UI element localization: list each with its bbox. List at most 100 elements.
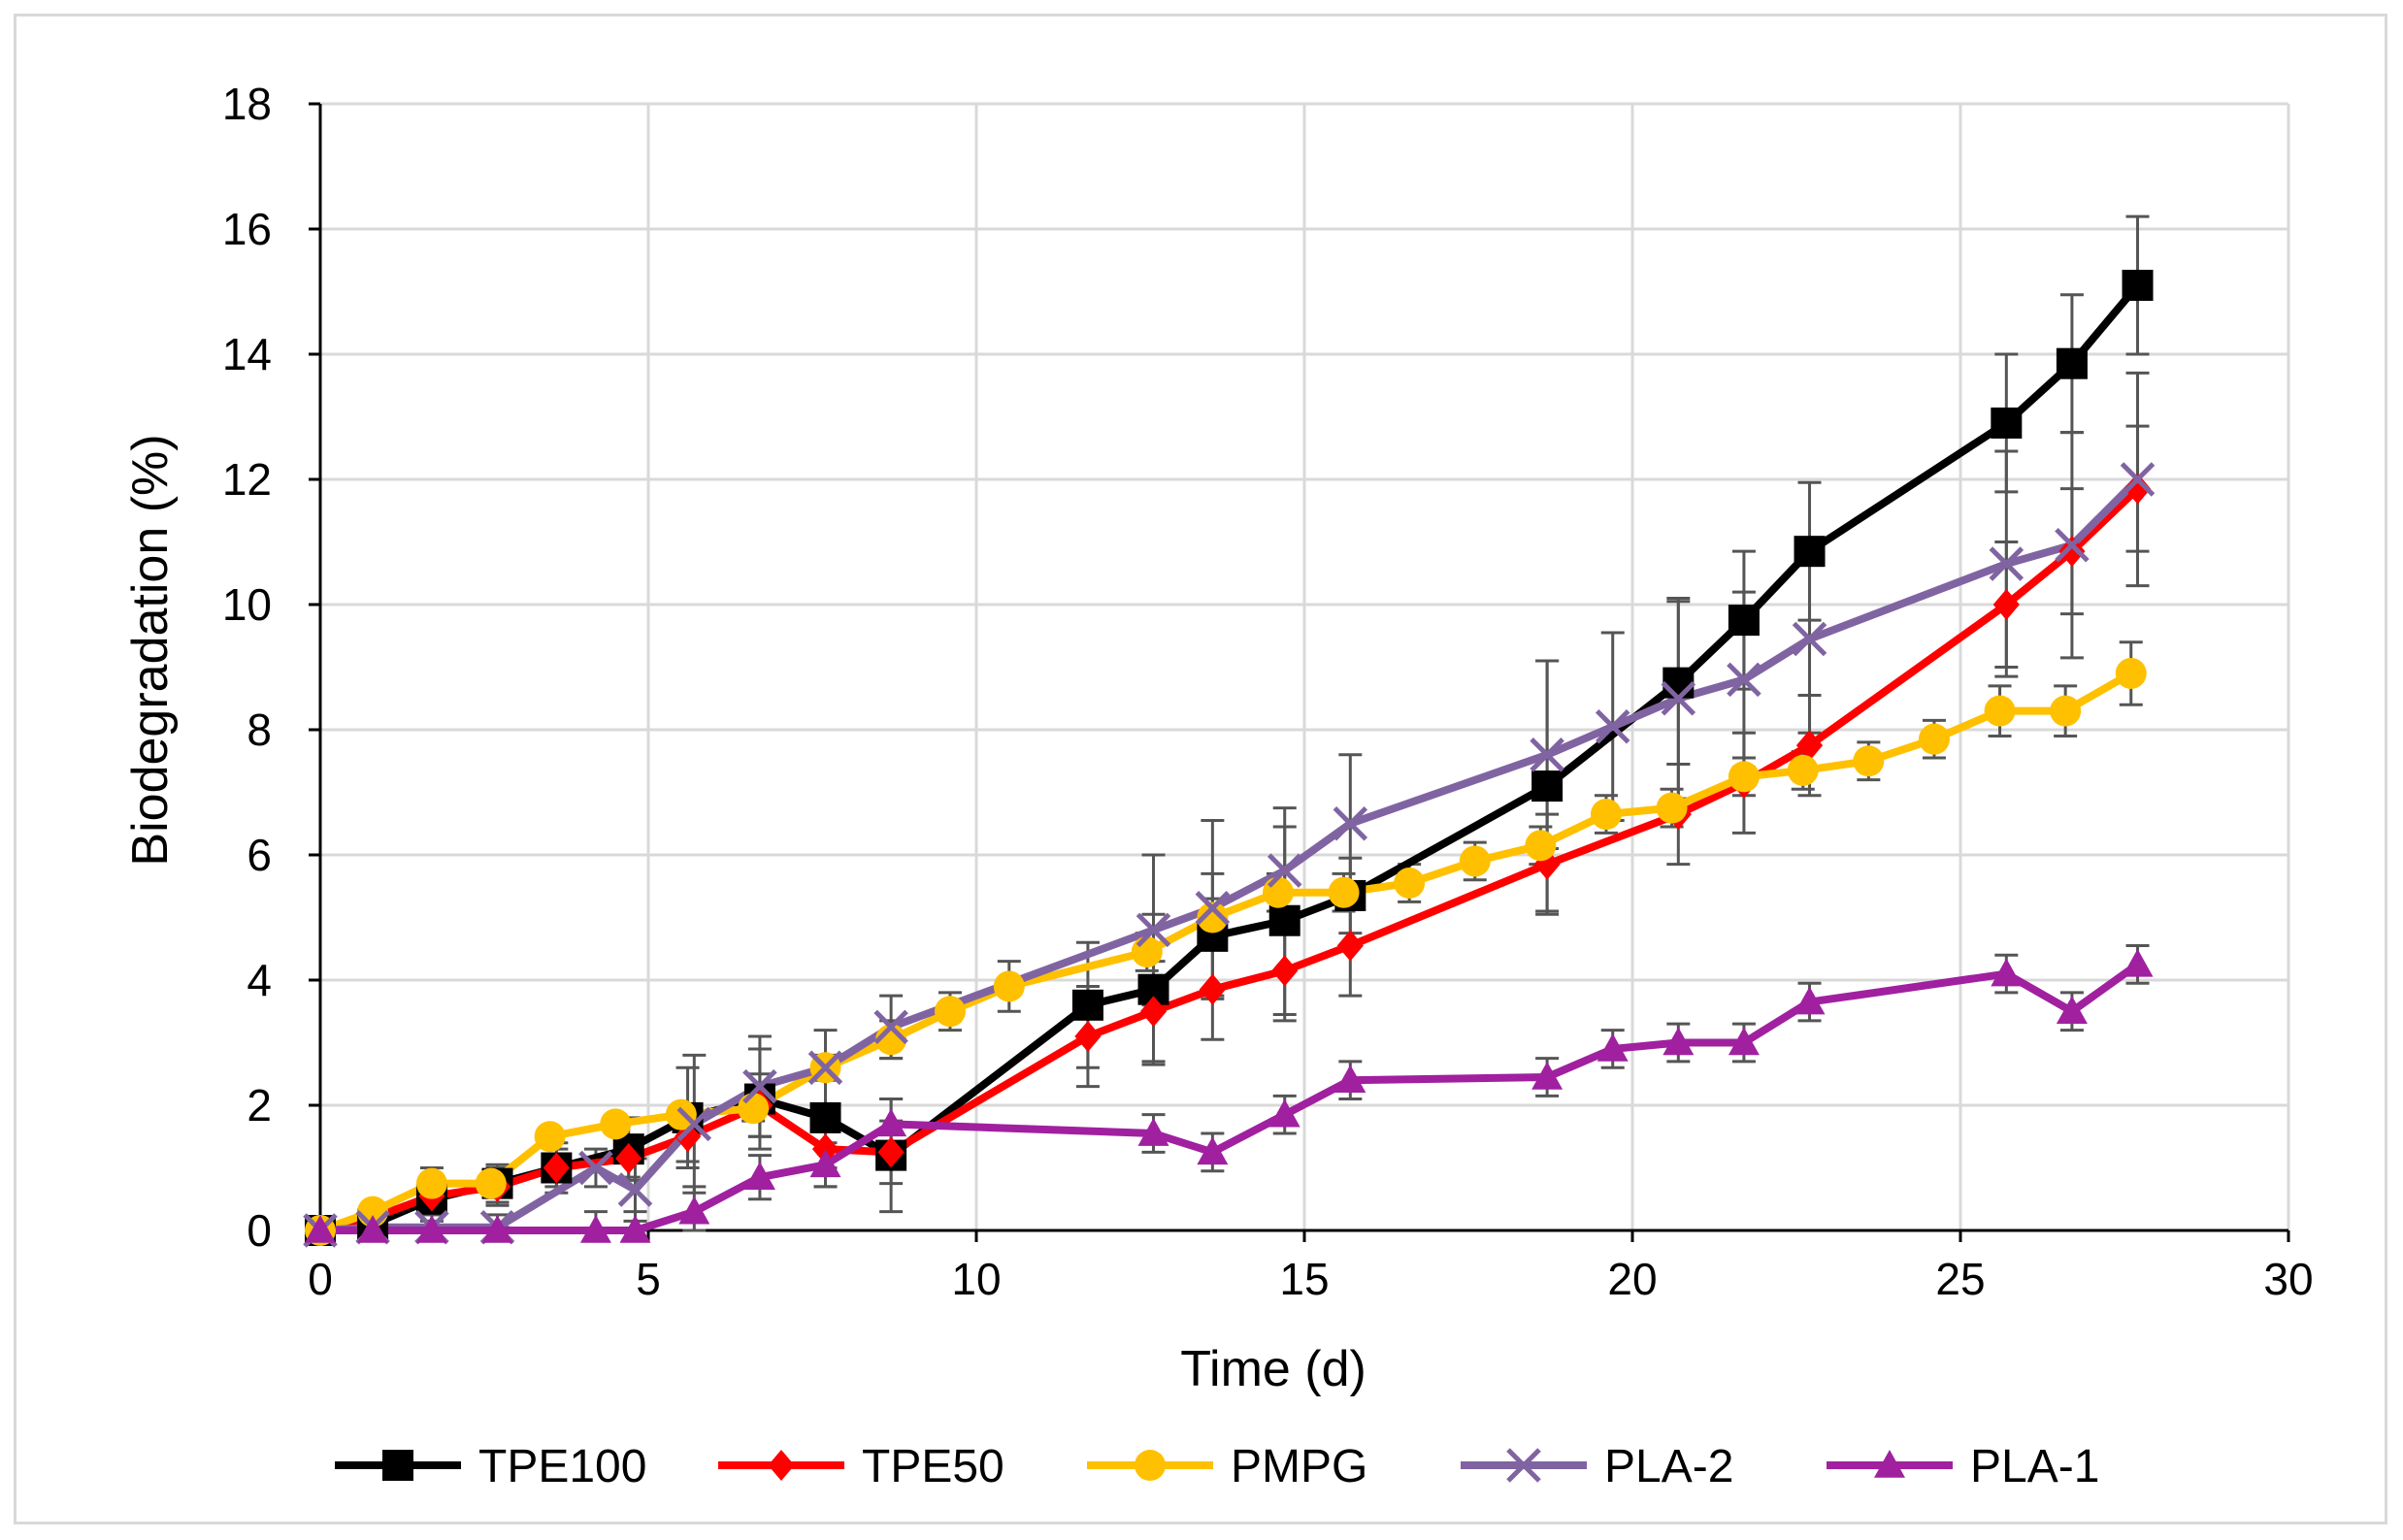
series-line-pla-2	[319, 476, 2141, 1234]
data-point-pla-1	[1728, 1027, 1760, 1056]
legend-item-pmpg: PMPG	[1087, 1441, 1367, 1492]
data-point-pmpg	[600, 1108, 632, 1140]
data-point-pla-2	[1989, 546, 2024, 581]
data-point-tpe100	[1991, 407, 2023, 439]
data-point-tpe50	[1271, 955, 1299, 987]
data-point-pmpg	[993, 970, 1025, 1002]
data-point-tpe50	[2058, 536, 2086, 568]
series-line-pla-1	[320, 961, 2140, 1234]
x-tick-label: 10	[951, 1254, 1001, 1304]
data-point-pla-1	[678, 1196, 710, 1225]
data-point-pla-1	[809, 1149, 841, 1178]
data-point-pla-1	[481, 1215, 513, 1243]
legend-label: PMPG	[1231, 1441, 1367, 1492]
series-lines	[318, 282, 2141, 1234]
data-point-pmpg	[2050, 695, 2082, 727]
x-tick-label: 5	[636, 1254, 661, 1304]
data-point-pmpg	[1728, 761, 1760, 793]
y-tick-label: 12	[222, 454, 272, 505]
y-tick-label: 4	[247, 955, 272, 1005]
y-tick-label: 6	[247, 830, 272, 880]
data-point-pla-2	[873, 1009, 908, 1045]
legend-item-pla-1: PLA-1	[1827, 1441, 2099, 1492]
y-tick-label: 10	[222, 579, 272, 630]
chart-frame	[14, 14, 2387, 1524]
data-point-pla-1	[875, 1108, 907, 1137]
data-point-tpe50	[1074, 1021, 1102, 1053]
data-point-pla-1	[743, 1162, 775, 1190]
data-point-tpe50	[811, 1133, 839, 1165]
data-point-pmpg	[2115, 657, 2147, 689]
data-point-pla-2	[742, 1068, 777, 1104]
data-point-pmpg	[1853, 745, 1885, 777]
data-point-pmpg	[1787, 754, 1819, 786]
data-point-pla-2	[2055, 527, 2090, 563]
y-axis-title: Biodegradation (%)	[122, 434, 179, 866]
y-tick-label: 16	[222, 204, 272, 254]
data-point-pla-2	[1792, 621, 1827, 657]
y-tick-label: 14	[222, 329, 272, 379]
data-point-pla-1	[2056, 996, 2088, 1025]
data-point-tpe100	[1268, 904, 1300, 936]
y-tick-label: 0	[247, 1205, 272, 1256]
data-point-pla-2	[1333, 805, 1368, 841]
gridlines	[320, 102, 2290, 1230]
data-point-pla-1	[1794, 986, 1826, 1015]
data-point-pla-1	[1197, 1136, 1229, 1165]
data-point-pmpg	[1131, 935, 1163, 967]
data-point-pla-2	[676, 1106, 712, 1142]
data-point-pmpg	[1197, 901, 1229, 934]
data-point-pmpg	[475, 1167, 507, 1199]
legend-swatch-marker	[382, 1450, 413, 1481]
data-point-pla-2	[578, 1150, 613, 1186]
data-point-tpe50	[2123, 473, 2152, 505]
data-point-tpe50	[1199, 973, 1226, 1005]
legend-swatch-marker	[1506, 1448, 1541, 1483]
legend: TPE100 TPE50 PMPG PLA-2 PLA-1	[335, 1441, 2099, 1492]
data-point-tpe50	[543, 1152, 570, 1184]
data-point-tpe50	[1795, 730, 1824, 762]
x-tick-label: 30	[2263, 1254, 2313, 1304]
tick-labels: 0 5 10 15 20 25 30 0 2 4 6 8 10 12 14 16 18	[222, 79, 2314, 1304]
data-point-pmpg	[738, 1093, 770, 1125]
data-point-pmpg	[665, 1098, 697, 1130]
data-point-pmpg	[1918, 723, 1950, 755]
legend-label: TPE100	[478, 1441, 646, 1492]
data-point-pla-1	[1662, 1027, 1695, 1056]
data-point-pla-1	[1597, 1032, 1629, 1062]
data-point-pla-1	[619, 1215, 651, 1243]
data-point-pmpg	[1656, 792, 1688, 824]
data-point-pmpg	[934, 996, 966, 1028]
data-point-tpe50	[1336, 930, 1364, 962]
x-tick-label: 0	[308, 1254, 333, 1304]
data-point-pla-2	[1530, 737, 1564, 772]
data-point-pla-2	[1136, 912, 1171, 948]
data-point-pla-2	[1195, 891, 1231, 926]
data-point-pla-1	[1531, 1061, 1564, 1090]
axes	[309, 102, 2290, 1242]
data-point-pla-1	[357, 1215, 389, 1243]
data-point-tpe50	[1139, 996, 1168, 1028]
legend-label: PLA-1	[1970, 1441, 2099, 1492]
legend-swatch-marker	[768, 1450, 795, 1481]
data-point-pla-2	[1661, 680, 1696, 716]
data-point-pla-1	[579, 1215, 611, 1243]
legend-label: PLA-2	[1604, 1441, 1733, 1492]
data-point-pmpg	[1328, 876, 1360, 908]
legend-item-pla-2: PLA-2	[1461, 1441, 1733, 1492]
data-point-pmpg	[1459, 845, 1491, 877]
data-point-tpe100	[1794, 536, 1826, 568]
data-point-tpe100	[1531, 770, 1564, 803]
data-point-tpe100	[1662, 667, 1695, 699]
data-point-pla-2	[1727, 662, 1761, 698]
x-tick-label: 15	[1279, 1254, 1329, 1304]
y-tick-label: 2	[247, 1080, 272, 1130]
data-point-pla-1	[305, 1215, 336, 1243]
y-tick-label: 18	[222, 79, 272, 129]
legend-item-tpe50: TPE50	[718, 1441, 1004, 1492]
x-axis-title: Time (d)	[1180, 1341, 1366, 1397]
data-point-pla-2	[617, 1172, 653, 1207]
data-point-tpe100	[809, 1101, 841, 1133]
data-point-pla-1	[1137, 1118, 1169, 1146]
